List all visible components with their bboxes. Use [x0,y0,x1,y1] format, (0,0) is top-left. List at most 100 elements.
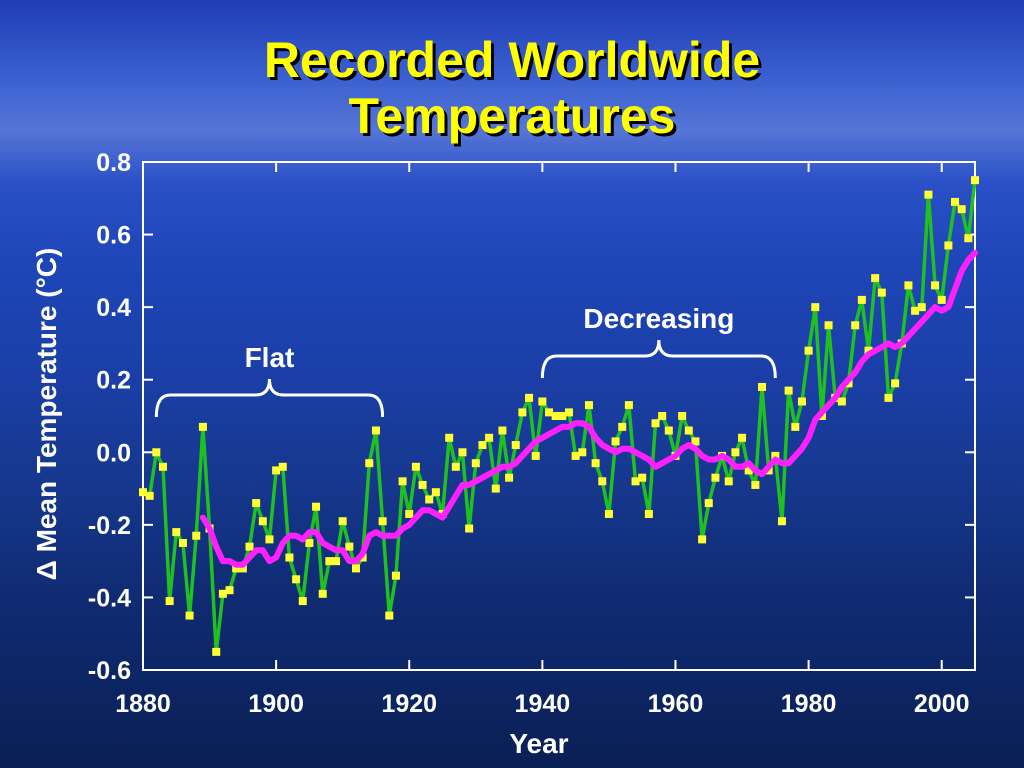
annual-point [145,491,154,500]
annual-point [678,412,687,420]
annual-point [724,477,733,486]
annual-point [465,524,474,533]
annual-point [278,462,287,471]
annual-point [917,303,926,312]
annual-point [491,484,500,493]
smoothed-series [199,249,978,568]
annual-point [238,564,247,573]
y-tick-label: -0.6 [88,657,131,685]
annual-point [711,473,720,482]
chart-annotations: Flat Decreasing [154,303,777,418]
annual-point [884,393,893,402]
y-tick-label: 0.2 [96,367,131,395]
annual-point [744,466,753,475]
annual-point [631,477,640,486]
annual-point [658,412,667,420]
y-tick-label: 0.6 [96,222,131,250]
x-tick-label: 1940 [515,690,571,718]
annual-point [365,459,374,468]
annual-point [558,412,567,420]
annual-point [252,499,261,508]
annual-point [698,535,707,544]
annual-point [664,426,673,435]
annual-point [405,509,414,518]
annual-point [638,473,647,482]
annual-point [738,433,747,442]
flat-brace [154,378,385,418]
x-tick-label: 1920 [381,690,437,718]
annual-point [877,288,886,297]
annual-point [591,459,600,468]
annual-point [425,495,434,504]
title-line-1: Recorded Worldwide [263,32,761,88]
title-line-2: Temperatures [348,88,676,144]
annual-point [272,466,281,475]
annual-point [185,611,194,620]
annual-point [351,564,360,573]
annual-point [371,426,380,435]
annual-point [325,557,334,566]
annual-point [478,441,487,450]
annual-point [924,190,933,199]
y-tick-label: -0.4 [88,584,131,612]
annual-point [332,557,341,566]
decreasing-brace [540,339,777,379]
annual-point [391,571,400,580]
annual-point [551,412,560,420]
annual-point [931,281,940,290]
annual-point [218,589,227,598]
annual-point [312,502,321,511]
annual-point [957,205,966,214]
annual-point [212,647,221,656]
annual-point [811,303,820,312]
annual-point [797,397,806,406]
annual-point [345,542,354,551]
annual-point [604,509,613,518]
annual-point [851,321,860,330]
annual-point [265,535,274,544]
annual-point [165,597,174,606]
annual-point [751,480,760,489]
annual-point [624,401,633,410]
flat-label: Flat [245,342,295,373]
annual-point [564,408,573,417]
annual-point [837,397,846,406]
annual-point [578,448,587,457]
annual-point [584,401,593,410]
plot-frame [142,161,976,671]
y-tick-label: 0.8 [96,149,131,177]
annual-point [292,575,301,584]
annual-point [198,422,207,431]
annual-point [857,295,866,304]
annual-point [545,408,554,417]
annual-point [298,597,307,606]
annual-point [691,437,700,446]
annual-point [471,459,480,468]
annual-point [538,397,547,406]
annual-point [937,295,946,304]
annual-point [598,477,607,486]
x-tick-label: 1980 [781,690,837,718]
annual-point [385,611,394,620]
annual-point [245,542,254,551]
annual-point [418,480,427,489]
smoothed-line [199,249,978,568]
annual-point [511,441,520,450]
annual-point [791,422,800,431]
annual-point [445,433,454,442]
annual-point [225,586,234,595]
annual-point [232,564,241,573]
annual-point [964,234,973,243]
decreasing-label: Decreasing [583,303,734,334]
annual-point [644,509,653,518]
annual-point [318,589,327,598]
annual-point [904,281,913,290]
x-tick-label: 1880 [115,690,171,718]
annual-point [944,241,953,250]
annual-point [971,176,979,185]
annual-point [305,539,314,547]
annual-point [911,306,920,315]
x-tick-label: 2000 [914,690,970,718]
annual-point [378,517,387,526]
annual-point [704,499,713,508]
